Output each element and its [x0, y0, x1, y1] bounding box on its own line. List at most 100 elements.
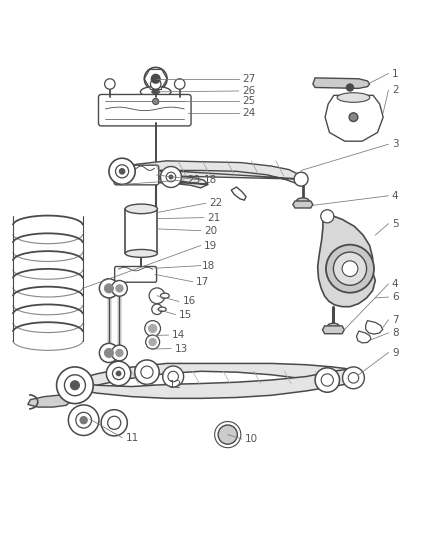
Polygon shape — [77, 364, 361, 390]
Circle shape — [218, 425, 237, 444]
Ellipse shape — [160, 293, 169, 298]
Circle shape — [349, 113, 358, 122]
Text: 24: 24 — [242, 108, 255, 118]
Text: 20: 20 — [204, 225, 217, 236]
Circle shape — [101, 410, 127, 436]
Circle shape — [315, 368, 339, 392]
Text: 18: 18 — [201, 261, 215, 271]
Polygon shape — [122, 161, 304, 183]
Circle shape — [151, 75, 160, 83]
Circle shape — [215, 422, 241, 448]
Circle shape — [105, 284, 113, 293]
Circle shape — [333, 252, 367, 285]
Circle shape — [145, 321, 160, 336]
Circle shape — [68, 405, 99, 435]
FancyBboxPatch shape — [115, 266, 156, 282]
Circle shape — [152, 99, 159, 104]
Polygon shape — [231, 187, 246, 200]
Text: 27: 27 — [242, 74, 255, 84]
Text: 19: 19 — [204, 240, 217, 251]
Text: 10: 10 — [245, 434, 258, 444]
Ellipse shape — [328, 323, 339, 328]
Circle shape — [116, 165, 129, 178]
Polygon shape — [322, 326, 344, 334]
Polygon shape — [28, 395, 71, 407]
Circle shape — [146, 335, 159, 349]
Circle shape — [106, 361, 131, 386]
Text: 11: 11 — [126, 433, 139, 442]
Text: 26: 26 — [242, 86, 255, 96]
Circle shape — [64, 375, 85, 395]
Circle shape — [113, 367, 125, 379]
Circle shape — [149, 338, 156, 345]
Circle shape — [99, 343, 119, 362]
Polygon shape — [318, 213, 375, 306]
Text: 13: 13 — [174, 344, 188, 353]
Circle shape — [112, 345, 127, 361]
Text: 17: 17 — [196, 277, 209, 287]
Polygon shape — [357, 331, 371, 343]
Circle shape — [321, 374, 333, 386]
Text: 22: 22 — [209, 198, 223, 208]
Polygon shape — [122, 175, 208, 188]
Text: 25: 25 — [242, 96, 255, 107]
Text: 9: 9 — [392, 348, 399, 358]
Circle shape — [150, 79, 161, 89]
Circle shape — [174, 79, 185, 89]
Circle shape — [348, 373, 359, 383]
Text: 2: 2 — [392, 85, 399, 95]
Circle shape — [168, 372, 178, 382]
Ellipse shape — [125, 204, 157, 214]
Polygon shape — [325, 95, 383, 141]
Ellipse shape — [141, 86, 171, 98]
Text: 4: 4 — [392, 191, 399, 201]
Circle shape — [149, 288, 165, 304]
Circle shape — [346, 84, 353, 91]
Text: 14: 14 — [172, 330, 186, 340]
Circle shape — [71, 381, 79, 390]
Text: 6: 6 — [392, 292, 399, 302]
Circle shape — [108, 416, 121, 430]
Circle shape — [321, 210, 334, 223]
Circle shape — [149, 325, 156, 333]
Circle shape — [105, 349, 113, 357]
Circle shape — [116, 285, 123, 292]
Text: 8: 8 — [392, 328, 399, 338]
Circle shape — [169, 175, 173, 179]
Polygon shape — [366, 321, 383, 334]
Circle shape — [116, 350, 123, 357]
Ellipse shape — [145, 99, 167, 104]
Circle shape — [141, 366, 153, 378]
Circle shape — [76, 413, 92, 428]
Text: 15: 15 — [179, 310, 192, 319]
Circle shape — [294, 172, 308, 186]
Circle shape — [162, 366, 184, 387]
Text: 5: 5 — [392, 219, 399, 229]
Circle shape — [80, 417, 87, 424]
Text: 21: 21 — [207, 213, 220, 223]
Text: 1: 1 — [392, 69, 399, 78]
Circle shape — [117, 372, 121, 376]
Circle shape — [343, 367, 364, 389]
Circle shape — [112, 280, 127, 296]
FancyBboxPatch shape — [114, 165, 159, 185]
Circle shape — [160, 166, 181, 188]
Circle shape — [57, 367, 93, 403]
FancyBboxPatch shape — [99, 94, 191, 126]
Text: 23: 23 — [187, 175, 201, 185]
Circle shape — [99, 279, 119, 298]
Polygon shape — [293, 201, 313, 208]
Text: 12: 12 — [169, 380, 183, 390]
Polygon shape — [313, 78, 370, 88]
Circle shape — [109, 158, 135, 184]
Circle shape — [120, 169, 125, 174]
Ellipse shape — [158, 307, 166, 311]
Text: 7: 7 — [392, 315, 399, 325]
Text: 4: 4 — [392, 279, 399, 289]
Polygon shape — [77, 369, 359, 398]
Circle shape — [152, 304, 162, 314]
Ellipse shape — [125, 249, 157, 257]
Ellipse shape — [297, 198, 309, 203]
Polygon shape — [125, 209, 157, 253]
Text: 16: 16 — [182, 296, 196, 306]
